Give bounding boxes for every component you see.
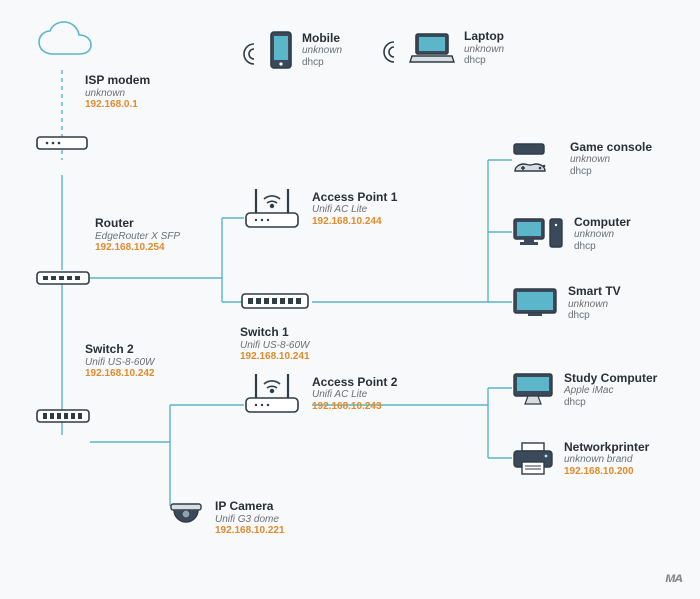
mobile-labels: Mobile unknown dhcp <box>302 32 342 69</box>
computer-labels: Computer unknown dhcp <box>574 216 631 253</box>
gameconsole-subtitle: unknown <box>570 154 652 166</box>
smartphone-icon <box>268 30 294 70</box>
router-node: Router EdgeRouter X SFP 192.168.10.254 <box>35 255 180 288</box>
desktop-computer-icon <box>510 215 566 253</box>
switch2-labels: Switch 2 Unifi US-8-60W 192.168.10.242 <box>85 343 155 380</box>
smarttv-ip: dhcp <box>568 310 621 322</box>
computer-ip: dhcp <box>574 241 631 253</box>
mobile-node: Mobile unknown dhcp <box>240 30 342 70</box>
ap1-labels: Access Point 1 Unifi AC Lite 192.168.10.… <box>312 191 397 228</box>
switch-icon <box>35 406 91 426</box>
isp-labels: ISP modem unknown 192.168.0.1 <box>85 74 150 111</box>
laptop-node: Laptop unknown dhcp <box>380 30 504 67</box>
tv-icon <box>510 285 560 321</box>
wifi-waves-icon <box>380 32 400 64</box>
studycomp-title: Study Computer <box>564 372 657 386</box>
laptop-icon <box>408 30 456 66</box>
router-labels: Router EdgeRouter X SFP 192.168.10.254 <box>95 217 180 254</box>
computer-node: Computer unknown dhcp <box>510 215 631 253</box>
gameconsole-ip: dhcp <box>570 166 652 178</box>
ap2-title: Access Point 2 <box>312 376 397 390</box>
access-point-icon <box>240 185 304 233</box>
watermark-logo: ᴍᴀ <box>665 569 682 585</box>
switch1-title: Switch 1 <box>240 326 310 340</box>
printer-title: Networkprinter <box>564 441 649 455</box>
switch2-subtitle: Unifi US-8-60W <box>85 357 155 369</box>
mobile-subtitle: unknown <box>302 45 342 57</box>
laptop-ip: dhcp <box>464 55 504 67</box>
printer-subtitle: unknown brand <box>564 454 649 466</box>
dome-camera-icon <box>165 500 207 536</box>
gameconsole-title: Game console <box>570 141 652 155</box>
printer-ip: 192.168.10.200 <box>564 466 649 478</box>
game-console-node: Game console unknown dhcp <box>510 140 652 178</box>
smarttv-title: Smart TV <box>568 285 621 299</box>
ap1-ip: 192.168.10.244 <box>312 216 397 228</box>
ipcamera-labels: IP Camera Unifi G3 dome 192.168.10.221 <box>215 500 285 537</box>
ap2-ip: 192.168.10.243 <box>312 401 397 413</box>
game-console-icon <box>510 140 562 178</box>
switch-2-node: Switch 2 Unifi US-8-60W 192.168.10.242 <box>35 395 155 426</box>
wifi-waves-icon <box>240 34 260 66</box>
laptop-title: Laptop <box>464 30 504 44</box>
computer-title: Computer <box>574 216 631 230</box>
ipcamera-subtitle: Unifi G3 dome <box>215 514 285 526</box>
computer-subtitle: unknown <box>574 229 631 241</box>
study-computer-node: Study Computer Apple iMac dhcp <box>510 370 657 410</box>
switch1-labels: Switch 1 Unifi US-8-60W 192.168.10.241 <box>240 326 310 363</box>
ip-camera-node: IP Camera Unifi G3 dome 192.168.10.221 <box>165 500 285 537</box>
laptop-labels: Laptop unknown dhcp <box>464 30 504 67</box>
laptop-subtitle: unknown <box>464 44 504 56</box>
ipcamera-title: IP Camera <box>215 500 285 514</box>
switch2-ip: 192.168.10.242 <box>85 368 155 380</box>
switch-icon <box>240 290 310 312</box>
modem-icon <box>35 133 89 153</box>
isp-ip: 192.168.0.1 <box>85 99 150 111</box>
studycomp-subtitle: Apple iMac <box>564 385 657 397</box>
studycomp-labels: Study Computer Apple iMac dhcp <box>564 372 657 409</box>
ap2-subtitle: Unifi AC Lite <box>312 389 397 401</box>
ap1-subtitle: Unifi AC Lite <box>312 204 397 216</box>
smarttv-subtitle: unknown <box>568 299 621 311</box>
router-subtitle: EdgeRouter X SFP <box>95 231 180 243</box>
switch2-title: Switch 2 <box>85 343 155 357</box>
studycomp-ip: dhcp <box>564 397 657 409</box>
isp-subtitle: unknown <box>85 88 150 100</box>
router-title: Router <box>95 217 180 231</box>
imac-icon <box>510 370 556 410</box>
gameconsole-labels: Game console unknown dhcp <box>570 141 652 178</box>
smart-tv-node: Smart TV unknown dhcp <box>510 285 621 322</box>
smarttv-labels: Smart TV unknown dhcp <box>568 285 621 322</box>
ipcamera-ip: 192.168.10.221 <box>215 525 285 537</box>
mobile-title: Mobile <box>302 32 342 46</box>
switch-1-node: Switch 1 Unifi US-8-60W 192.168.10.241 <box>240 290 310 363</box>
access-point-1-node: Access Point 1 Unifi AC Lite 192.168.10.… <box>240 185 397 233</box>
router-icon <box>35 268 91 288</box>
access-point-2-node: Access Point 2 Unifi AC Lite 192.168.10.… <box>240 370 397 418</box>
isp-title: ISP modem <box>85 74 150 88</box>
access-point-icon <box>240 370 304 418</box>
printer-labels: Networkprinter unknown brand 192.168.10.… <box>564 441 649 478</box>
ap1-title: Access Point 1 <box>312 191 397 205</box>
mobile-ip: dhcp <box>302 57 342 69</box>
cloud-node <box>35 20 95 64</box>
router-ip: 192.168.10.254 <box>95 242 180 254</box>
switch1-subtitle: Unifi US-8-60W <box>240 340 310 352</box>
network-printer-node: Networkprinter unknown brand 192.168.10.… <box>510 440 649 478</box>
printer-icon <box>510 440 556 478</box>
ap2-labels: Access Point 2 Unifi AC Lite 192.168.10.… <box>312 376 397 413</box>
isp-modem-node: ISP modem unknown 192.168.0.1 <box>35 130 150 153</box>
cloud-icon <box>35 20 95 64</box>
switch1-ip: 192.168.10.241 <box>240 351 310 363</box>
